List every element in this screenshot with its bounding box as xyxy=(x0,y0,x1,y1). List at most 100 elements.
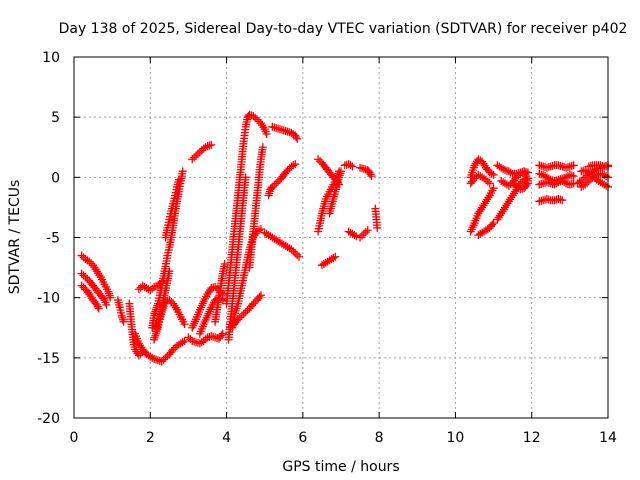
data-point xyxy=(291,160,300,169)
data-series xyxy=(535,194,567,206)
data-point xyxy=(503,199,512,208)
data-point xyxy=(471,159,480,168)
data-point xyxy=(479,201,488,210)
data-point xyxy=(255,292,264,301)
data-series xyxy=(188,140,216,164)
data-series xyxy=(161,175,183,242)
data-point xyxy=(119,317,128,326)
data-point xyxy=(569,161,578,170)
data-point xyxy=(94,304,103,313)
data-point xyxy=(188,155,197,164)
data-points xyxy=(77,110,612,366)
data-point xyxy=(506,168,515,177)
data-series xyxy=(184,329,227,348)
data-point xyxy=(258,143,267,152)
data-point xyxy=(504,197,513,206)
data-point xyxy=(581,180,590,189)
data-point xyxy=(256,225,265,234)
data-point xyxy=(502,201,511,210)
data-point xyxy=(523,179,532,188)
x-tick-label: 12 xyxy=(523,430,541,446)
x-tick-label: 2 xyxy=(146,430,155,446)
data-point xyxy=(499,164,508,173)
data-point xyxy=(581,173,590,182)
data-point xyxy=(180,320,189,329)
data-point xyxy=(99,294,108,303)
data-point xyxy=(470,161,479,170)
data-series xyxy=(466,184,498,236)
data-point xyxy=(359,229,368,238)
data-point xyxy=(89,261,98,270)
x-axis-label: GPS time / hours xyxy=(282,459,399,475)
data-point xyxy=(346,161,355,170)
data-point xyxy=(93,302,102,311)
data-point xyxy=(512,173,521,182)
data-point xyxy=(479,159,488,168)
data-point xyxy=(203,290,212,299)
y-tick-label: -20 xyxy=(37,411,60,427)
data-point xyxy=(239,309,248,318)
data-point xyxy=(136,341,145,350)
data-point xyxy=(293,134,302,143)
data-point xyxy=(487,169,496,178)
data-point xyxy=(498,207,507,216)
data-point xyxy=(204,288,213,297)
data-series xyxy=(222,110,271,308)
data-series xyxy=(493,174,532,224)
data-series xyxy=(131,329,189,366)
data-point xyxy=(292,133,301,142)
data-point xyxy=(85,290,94,299)
y-tick-label: 5 xyxy=(51,110,60,126)
data-point xyxy=(91,265,100,274)
data-point xyxy=(552,179,561,188)
data-point xyxy=(193,149,202,158)
data-point xyxy=(480,199,489,208)
data-point xyxy=(131,345,140,354)
data-series xyxy=(314,155,344,189)
data-point xyxy=(256,291,265,300)
data-point xyxy=(92,267,101,276)
data-point xyxy=(81,273,90,282)
data-point xyxy=(501,203,510,212)
data-point xyxy=(357,231,366,240)
data-point xyxy=(235,313,244,322)
y-tick-label: 0 xyxy=(51,170,60,186)
x-tick-label: 8 xyxy=(375,430,384,446)
y-tick-label: -5 xyxy=(46,231,60,247)
data-point xyxy=(508,191,517,200)
data-point xyxy=(134,285,143,294)
data-point xyxy=(253,115,262,124)
data-series xyxy=(344,227,361,241)
data-point xyxy=(268,182,277,191)
data-point xyxy=(95,271,104,280)
data-point xyxy=(329,253,338,262)
chart-title: Day 138 of 2025, Sidereal Day-to-day VTE… xyxy=(59,21,628,37)
data-series xyxy=(340,160,357,171)
data-point xyxy=(90,263,99,272)
data-point xyxy=(174,175,183,184)
data-point xyxy=(602,172,611,181)
data-series xyxy=(535,161,578,172)
data-point xyxy=(287,245,296,254)
data-series xyxy=(211,259,229,326)
data-point xyxy=(180,336,189,345)
data-point xyxy=(495,211,504,220)
data-point xyxy=(159,355,168,364)
data-series xyxy=(148,167,187,332)
data-point xyxy=(289,247,298,256)
data-point xyxy=(493,215,502,224)
data-point xyxy=(499,205,508,214)
data-point xyxy=(497,209,506,218)
data-point xyxy=(254,226,263,235)
data-point xyxy=(483,195,492,204)
data-series xyxy=(264,160,300,200)
data-point xyxy=(262,130,271,139)
data-point xyxy=(367,172,376,181)
data-point xyxy=(226,323,235,332)
data-point xyxy=(258,121,267,130)
data-point xyxy=(522,180,531,189)
data-point xyxy=(148,353,157,362)
data-point xyxy=(488,220,497,229)
data-point xyxy=(569,172,578,181)
